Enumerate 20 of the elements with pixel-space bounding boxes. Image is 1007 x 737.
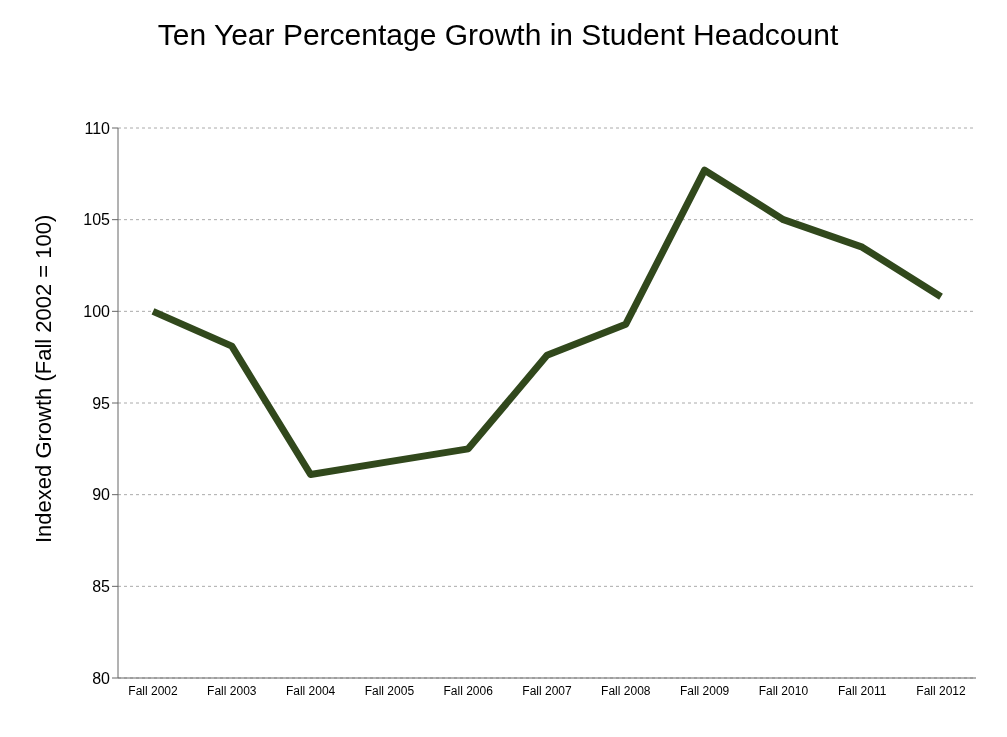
x-tick-label: Fall 2004 — [285, 683, 336, 698]
y-tick-label: 110 — [84, 119, 111, 137]
x-tick-label: Fall 2009 — [679, 683, 730, 698]
x-tick-label: Fall 2002 — [128, 683, 178, 698]
y-tick-label: 85 — [92, 578, 111, 596]
y-tick-label: 95 — [92, 394, 111, 412]
x-tick-label: Fall 2008 — [601, 683, 651, 698]
x-tick-label: Fall 2007 — [522, 683, 572, 698]
x-tick-label: Fall 2012 — [916, 683, 966, 698]
y-tick-label: 100 — [83, 303, 111, 321]
y-axis-title: Indexed Growth (Fall 2002 = 100) — [30, 214, 56, 543]
y-tick-label: 105 — [83, 211, 111, 229]
y-tick-label: 80 — [92, 669, 111, 687]
x-tick-label: Fall 2003 — [207, 683, 257, 698]
y-tick-label: 90 — [92, 486, 111, 504]
x-tick-label: Fall 2006 — [443, 683, 494, 698]
x-tick-label: Fall 2005 — [364, 683, 415, 698]
x-tick-label: Fall 2010 — [758, 683, 809, 698]
x-tick-label: Fall 2011 — [837, 683, 887, 698]
chart-title: Ten Year Percentage Growth in Student Headcount — [156, 17, 840, 53]
